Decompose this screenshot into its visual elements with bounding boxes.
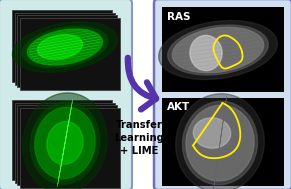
Ellipse shape xyxy=(47,122,83,164)
Ellipse shape xyxy=(193,118,231,148)
FancyBboxPatch shape xyxy=(154,0,291,189)
Text: AKT: AKT xyxy=(167,102,190,112)
Text: RAS: RAS xyxy=(167,12,191,22)
FancyBboxPatch shape xyxy=(19,18,120,90)
FancyBboxPatch shape xyxy=(162,7,284,92)
FancyBboxPatch shape xyxy=(12,10,112,82)
Ellipse shape xyxy=(23,93,107,189)
Ellipse shape xyxy=(22,26,108,68)
Ellipse shape xyxy=(172,27,264,73)
FancyBboxPatch shape xyxy=(15,12,114,84)
FancyBboxPatch shape xyxy=(0,0,132,189)
Ellipse shape xyxy=(38,35,83,59)
Text: Transfer
Learning
+ LIME: Transfer Learning + LIME xyxy=(114,120,164,156)
FancyBboxPatch shape xyxy=(17,105,117,185)
Ellipse shape xyxy=(176,94,264,189)
FancyBboxPatch shape xyxy=(162,98,284,186)
FancyBboxPatch shape xyxy=(12,100,112,180)
Ellipse shape xyxy=(27,29,102,65)
Ellipse shape xyxy=(182,101,258,185)
FancyBboxPatch shape xyxy=(17,15,117,87)
Ellipse shape xyxy=(30,102,100,184)
Ellipse shape xyxy=(35,107,95,179)
Ellipse shape xyxy=(190,35,222,71)
FancyBboxPatch shape xyxy=(15,102,114,183)
FancyBboxPatch shape xyxy=(19,108,120,187)
Ellipse shape xyxy=(186,105,254,181)
Ellipse shape xyxy=(159,20,277,80)
FancyArrowPatch shape xyxy=(128,58,156,109)
Ellipse shape xyxy=(168,25,268,75)
Ellipse shape xyxy=(13,22,118,72)
